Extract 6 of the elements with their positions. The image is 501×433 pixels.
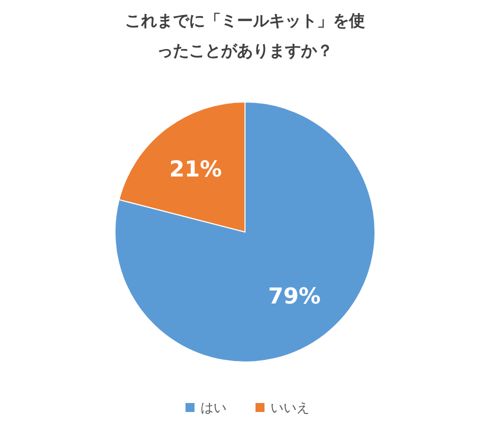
legend-label: はい xyxy=(200,401,226,416)
chart-title: これまでに「ミールキット」を使ったことがありますか？ xyxy=(125,10,365,62)
legend-label: いいえ xyxy=(270,401,310,416)
pie-slice xyxy=(114,102,376,362)
data-label: 21% xyxy=(169,157,222,182)
data-label: 79% xyxy=(268,284,321,310)
